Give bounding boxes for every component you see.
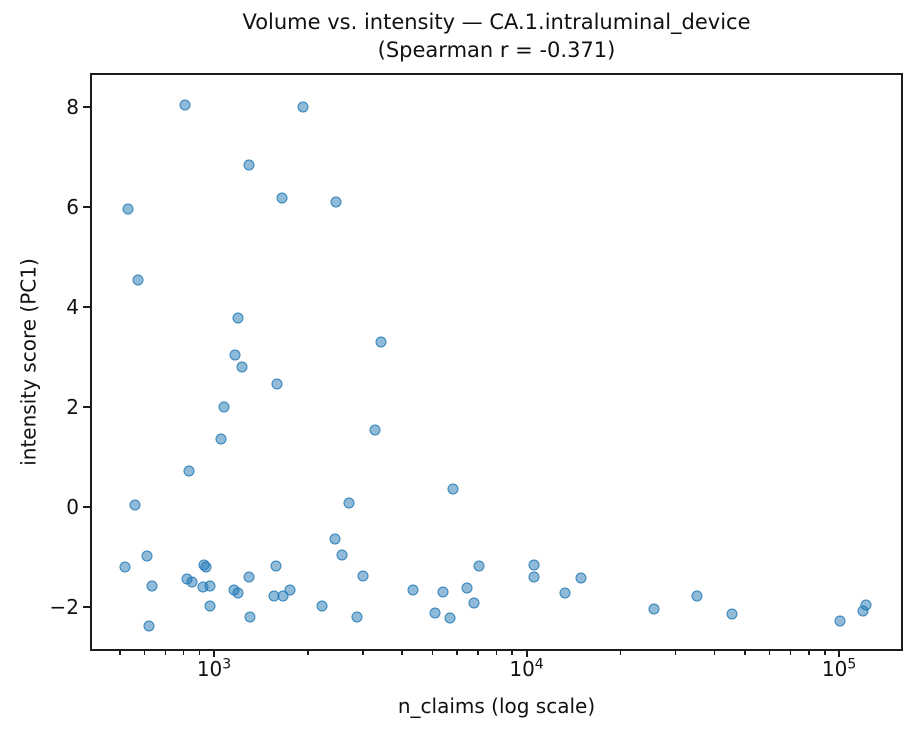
chart-title: Volume vs. intensity — CA.1.intraluminal…	[242, 10, 751, 34]
x-major-tick	[213, 651, 215, 657]
data-point	[351, 611, 363, 622]
data-point	[119, 561, 131, 573]
data-point	[232, 312, 244, 324]
y-major-tick	[83, 606, 90, 608]
x-minor-tick	[477, 651, 479, 655]
data-point	[726, 608, 738, 620]
data-point	[204, 600, 216, 611]
data-point	[429, 607, 441, 619]
y-major-tick	[83, 106, 90, 108]
data-point	[297, 101, 309, 113]
data-point	[528, 571, 540, 583]
x-minor-tick	[456, 651, 458, 655]
x-minor-tick	[744, 651, 746, 655]
data-point	[277, 590, 289, 602]
x-minor-tick	[789, 651, 792, 655]
data-point	[229, 349, 241, 360]
x-axis-label: n_claims (log scale)	[397, 694, 596, 718]
x-minor-tick	[808, 651, 810, 655]
data-point	[473, 560, 485, 571]
data-point	[834, 615, 846, 626]
x-minor-tick	[619, 651, 622, 655]
y-tick-label: −2	[49, 595, 79, 619]
x-minor-tick	[495, 651, 497, 655]
data-point	[270, 560, 282, 571]
data-point	[437, 586, 449, 598]
data-point	[243, 159, 255, 170]
x-minor-tick	[674, 651, 677, 655]
x-tick-label: 103	[196, 656, 232, 681]
data-point	[271, 378, 283, 389]
y-major-tick	[83, 306, 90, 308]
data-point	[860, 599, 872, 611]
y-tick-label: 0	[66, 495, 79, 519]
y-major-tick	[83, 206, 90, 208]
data-point	[468, 597, 480, 609]
x-tick-label: 105	[821, 656, 857, 681]
data-point	[143, 620, 155, 631]
data-point	[204, 580, 216, 592]
data-point	[122, 203, 134, 214]
y-major-tick	[83, 406, 90, 408]
x-major-tick	[525, 651, 528, 657]
data-point	[329, 533, 341, 545]
data-point	[375, 336, 387, 348]
x-minor-tick	[164, 651, 167, 655]
data-point	[575, 572, 587, 583]
x-major-tick	[838, 651, 841, 657]
data-point	[330, 196, 342, 208]
data-point	[691, 590, 703, 602]
y-major-tick	[83, 506, 90, 508]
data-point	[444, 612, 456, 624]
data-point	[528, 559, 540, 570]
data-point	[236, 361, 248, 373]
data-point	[357, 570, 369, 581]
data-point	[369, 424, 381, 435]
data-point	[336, 549, 348, 561]
data-point	[232, 587, 244, 599]
y-tick-label: 6	[66, 195, 79, 219]
data-point	[343, 497, 355, 509]
data-point	[461, 582, 473, 594]
data-point	[559, 587, 571, 599]
data-point	[276, 192, 288, 204]
data-point	[648, 603, 660, 615]
x-minor-tick	[143, 651, 146, 655]
x-tick-label: 104	[509, 656, 544, 681]
data-point	[215, 433, 227, 444]
data-point	[141, 550, 153, 561]
x-minor-tick	[713, 651, 716, 655]
data-point	[447, 483, 459, 494]
data-point	[183, 465, 195, 477]
y-tick-label: 4	[66, 295, 79, 319]
data-point	[243, 571, 255, 583]
data-point	[179, 99, 191, 110]
data-point	[129, 499, 141, 510]
data-point	[146, 580, 158, 591]
x-minor-tick	[824, 651, 826, 655]
data-point	[284, 584, 296, 595]
data-point	[132, 274, 144, 285]
y-axis-label: intensity score (PC1)	[16, 258, 41, 466]
data-point	[244, 611, 256, 623]
x-minor-tick	[511, 651, 513, 655]
y-tick-label: 8	[66, 95, 79, 119]
chart-subtitle: (Spearman r = -0.371)	[377, 38, 616, 62]
plot-area	[90, 73, 903, 651]
x-minor-tick	[431, 651, 434, 655]
x-minor-tick	[768, 651, 771, 655]
data-point	[407, 584, 419, 595]
y-tick-label: 2	[66, 395, 79, 419]
x-minor-tick	[362, 651, 364, 655]
x-minor-tick	[307, 651, 309, 655]
data-point	[200, 561, 212, 572]
data-point	[186, 576, 198, 588]
x-minor-tick	[401, 651, 403, 655]
data-point	[316, 600, 328, 611]
x-minor-tick	[182, 651, 185, 655]
x-minor-tick	[119, 651, 121, 655]
data-point	[218, 401, 230, 413]
x-minor-tick	[198, 651, 201, 655]
